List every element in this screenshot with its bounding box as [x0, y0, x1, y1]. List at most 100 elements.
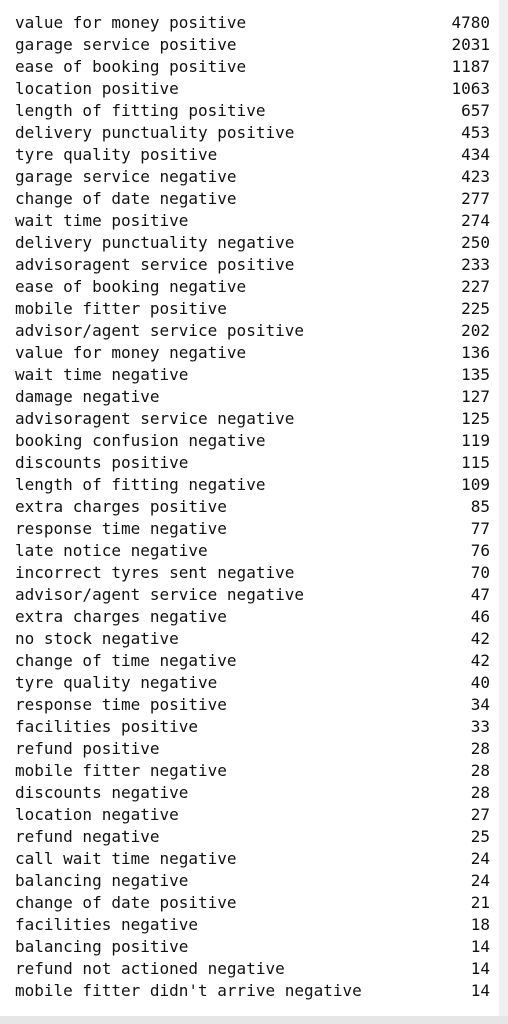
row-count: 227: [461, 277, 490, 296]
row-count: 136: [461, 343, 490, 362]
value-counts-list: value for money positive 4780 garage servi…: [15, 12, 490, 1002]
list-item: advisor/agent service negative 47: [15, 584, 490, 606]
list-item: mobile fitter didn't arrive negative 14: [15, 980, 490, 1002]
list-item: wait time positive 274: [15, 210, 490, 232]
list-item: refund not actioned negative 14: [15, 958, 490, 980]
row-count: 14: [470, 959, 490, 978]
row-label: refund positive: [15, 739, 160, 758]
list-item: response time negative 77: [15, 518, 490, 540]
row-count: 127: [461, 387, 490, 406]
row-count: 33: [470, 717, 490, 736]
row-label: change of date positive: [15, 893, 237, 912]
list-item: refund positive 28: [15, 738, 490, 760]
row-label: facilities negative: [15, 915, 199, 934]
row-label: delivery punctuality negative: [15, 233, 295, 252]
row-count: 47: [470, 585, 490, 604]
output-panel: value for money positive 4780 garage servi…: [0, 0, 499, 1016]
row-count: 46: [470, 607, 490, 626]
list-item: delivery punctuality positive 453: [15, 122, 490, 144]
list-item: discounts positive 115: [15, 452, 490, 474]
row-count: 27: [470, 805, 490, 824]
row-count: 434: [461, 145, 490, 164]
row-count: 109: [461, 475, 490, 494]
list-item: wait time negative 135: [15, 364, 490, 386]
row-label: value for money positive: [15, 13, 247, 32]
row-label: mobile fitter positive: [15, 299, 227, 318]
list-item: ease of booking negative 227: [15, 276, 490, 298]
row-label: balancing negative: [15, 871, 189, 890]
row-count: 42: [470, 629, 490, 648]
row-label: balancing positive: [15, 937, 189, 956]
row-count: 25: [470, 827, 490, 846]
row-label: location negative: [15, 805, 179, 824]
row-label: ease of booking positive: [15, 57, 247, 76]
row-count: 2031: [451, 35, 490, 54]
row-label: late notice negative: [15, 541, 208, 560]
list-item: extra charges negative 46: [15, 606, 490, 628]
list-item: delivery punctuality negative 250: [15, 232, 490, 254]
row-count: 24: [470, 871, 490, 890]
list-item: balancing positive 14: [15, 936, 490, 958]
row-label: advisoragent service positive: [15, 255, 295, 274]
horizontal-scrollbar[interactable]: [0, 1016, 508, 1024]
row-count: 119: [461, 431, 490, 450]
row-label: mobile fitter didn't arrive negative: [15, 981, 362, 1000]
row-label: change of date negative: [15, 189, 237, 208]
list-item: garage service negative 423: [15, 166, 490, 188]
row-count: 28: [470, 783, 490, 802]
row-count: 1063: [451, 79, 490, 98]
list-item: mobile fitter positive 225: [15, 298, 490, 320]
row-label: advisor/agent service positive: [15, 321, 304, 340]
row-count: 21: [470, 893, 490, 912]
row-label: no stock negative: [15, 629, 179, 648]
list-item: facilities positive 33: [15, 716, 490, 738]
row-count: 40: [470, 673, 490, 692]
list-item: garage service positive 2031: [15, 34, 490, 56]
row-count: 274: [461, 211, 490, 230]
row-count: 28: [470, 739, 490, 758]
row-count: 423: [461, 167, 490, 186]
row-label: length of fitting positive: [15, 101, 266, 120]
row-label: response time positive: [15, 695, 227, 714]
row-count: 453: [461, 123, 490, 142]
list-item: value for money negative 136: [15, 342, 490, 364]
row-count: 135: [461, 365, 490, 384]
list-item: balancing negative 24: [15, 870, 490, 892]
row-count: 4780: [451, 13, 490, 32]
row-label: incorrect tyres sent negative: [15, 563, 295, 582]
list-item: response time positive 34: [15, 694, 490, 716]
row-label: extra charges negative: [15, 607, 227, 626]
list-item: length of fitting positive 657: [15, 100, 490, 122]
list-item: advisoragent service positive 233: [15, 254, 490, 276]
list-item: change of date positive 21: [15, 892, 490, 914]
row-label: discounts negative: [15, 783, 189, 802]
row-count: 76: [470, 541, 490, 560]
list-item: facilities negative 18: [15, 914, 490, 936]
row-label: length of fitting negative: [15, 475, 266, 494]
row-label: ease of booking negative: [15, 277, 247, 296]
list-item: value for money positive 4780: [15, 12, 490, 34]
row-label: wait time negative: [15, 365, 189, 384]
list-item: call wait time negative 24: [15, 848, 490, 870]
list-item: late notice negative 76: [15, 540, 490, 562]
row-label: garage service negative: [15, 167, 237, 186]
row-count: 42: [470, 651, 490, 670]
row-label: extra charges positive: [15, 497, 227, 516]
list-item: location negative 27: [15, 804, 490, 826]
row-count: 657: [461, 101, 490, 120]
row-label: discounts positive: [15, 453, 189, 472]
list-item: no stock negative 42: [15, 628, 490, 650]
list-item: change of date negative 277: [15, 188, 490, 210]
row-label: call wait time negative: [15, 849, 237, 868]
row-label: damage negative: [15, 387, 160, 406]
list-item: advisoragent service negative 125: [15, 408, 490, 430]
list-item: ease of booking positive 1187: [15, 56, 490, 78]
row-count: 85: [470, 497, 490, 516]
vertical-scrollbar[interactable]: [499, 0, 508, 1024]
row-count: 14: [470, 937, 490, 956]
row-count: 28: [470, 761, 490, 780]
row-label: delivery punctuality positive: [15, 123, 295, 142]
row-count: 233: [461, 255, 490, 274]
row-count: 277: [461, 189, 490, 208]
row-label: tyre quality positive: [15, 145, 218, 164]
